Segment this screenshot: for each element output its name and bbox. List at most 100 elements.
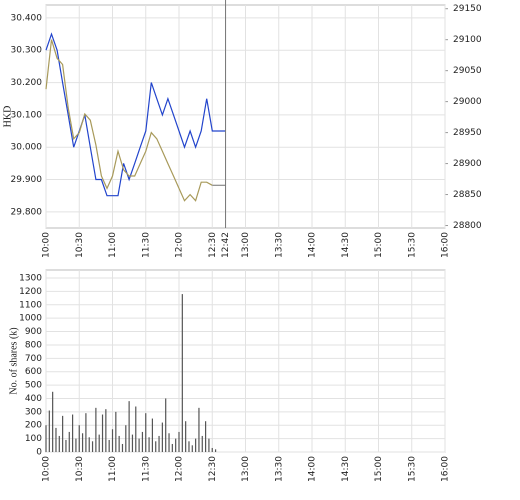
volume-bar bbox=[185, 421, 187, 452]
x-tick-label: 11:00 bbox=[108, 232, 118, 258]
volume-bar bbox=[101, 414, 104, 452]
y-tick-label: 1000 bbox=[19, 314, 42, 324]
y-tick-label: 1100 bbox=[19, 300, 42, 310]
y-tick-label: 29.800 bbox=[11, 207, 43, 217]
y-tick-label: 1200 bbox=[19, 287, 42, 297]
volume-bar bbox=[155, 441, 157, 452]
volume-bar bbox=[111, 429, 114, 452]
x-tick-label: 13:00 bbox=[241, 456, 251, 482]
y-tick-label: 300 bbox=[25, 407, 42, 417]
volume-bar bbox=[138, 438, 140, 452]
volume-bar bbox=[62, 415, 64, 452]
volume-bar bbox=[58, 435, 60, 452]
y-tick-label: 29.900 bbox=[11, 175, 43, 185]
volume-bar bbox=[211, 447, 213, 452]
volume-bar bbox=[125, 425, 127, 452]
x-tick-label: 14:30 bbox=[341, 232, 351, 258]
y-tick-label: 30.300 bbox=[11, 46, 43, 56]
volume-bar bbox=[201, 435, 203, 452]
x-tick-label: 15:00 bbox=[374, 456, 384, 482]
x-tick-label: 10:30 bbox=[75, 232, 85, 258]
volume-bar bbox=[95, 407, 97, 452]
volume-bar bbox=[55, 427, 57, 452]
volume-bar bbox=[141, 431, 144, 452]
price-line bbox=[45, 39, 213, 202]
y-tick-label: 30.100 bbox=[11, 110, 43, 120]
volume-bar bbox=[165, 398, 167, 452]
x-tick-label: 14:00 bbox=[308, 232, 318, 258]
y2-tick-label: 28950 bbox=[453, 128, 482, 138]
volume-bar bbox=[175, 438, 177, 452]
volume-bar bbox=[91, 441, 94, 452]
volume-bar bbox=[81, 433, 84, 452]
x-tick-label: 11:00 bbox=[108, 456, 118, 482]
x-tick-label: 10:30 bbox=[75, 456, 85, 482]
y-tick-label: 500 bbox=[25, 381, 42, 391]
y2-tick-label: 28850 bbox=[453, 190, 482, 200]
volume-bar bbox=[198, 407, 200, 452]
y-tick-label: 0 bbox=[36, 448, 42, 458]
y-tick-label: 900 bbox=[25, 327, 42, 337]
volume-bar bbox=[131, 434, 134, 452]
y2-tick-label: 29150 bbox=[453, 4, 482, 14]
volume-bar bbox=[158, 435, 160, 452]
y-axis-label: No. of shares (k) bbox=[8, 327, 19, 394]
volume-bar bbox=[48, 410, 50, 452]
volume-bar bbox=[145, 413, 147, 452]
x-tick-label: 12:00 bbox=[175, 232, 185, 258]
volume-bar bbox=[52, 391, 54, 452]
volume-bar bbox=[115, 411, 117, 452]
y2-tick-label: 29000 bbox=[453, 97, 482, 107]
y-tick-label: 30.400 bbox=[11, 13, 43, 23]
volume-bar bbox=[75, 438, 77, 452]
volume-bar bbox=[98, 434, 100, 452]
volume-bar bbox=[135, 406, 137, 452]
volume-bar bbox=[85, 413, 87, 452]
x-tick-label: 14:30 bbox=[341, 456, 351, 482]
volume-bar bbox=[151, 418, 153, 452]
volume-bar bbox=[168, 433, 170, 452]
volume-bar bbox=[68, 431, 70, 452]
x-tick-label: 12:30 bbox=[208, 456, 218, 482]
volume-bar bbox=[188, 441, 190, 452]
volume-bar bbox=[208, 438, 210, 452]
y-tick-label: 100 bbox=[25, 434, 42, 444]
volume-bar bbox=[178, 431, 180, 452]
volume-bar bbox=[118, 435, 120, 452]
volume-bar bbox=[205, 421, 207, 452]
volume-bar bbox=[72, 414, 74, 452]
y-tick-label: 700 bbox=[25, 354, 42, 364]
volume-bar bbox=[88, 437, 90, 452]
volume-bar bbox=[161, 422, 163, 452]
volume-bar bbox=[108, 439, 110, 452]
x-tick-label: 12:00 bbox=[175, 456, 185, 482]
y2-tick-label: 29050 bbox=[453, 66, 482, 76]
price-line bbox=[45, 32, 226, 197]
volume-bar bbox=[128, 401, 130, 452]
volume-bar bbox=[105, 409, 107, 452]
x-tick-label: 16:00 bbox=[441, 456, 451, 482]
x-tick-label: 12:42 bbox=[221, 232, 231, 258]
y-tick-label: 30.000 bbox=[11, 143, 43, 153]
x-tick-label: 15:30 bbox=[407, 456, 417, 482]
x-tick-label: 14:00 bbox=[308, 456, 318, 482]
x-tick-label: 16:00 bbox=[441, 232, 451, 258]
volume-bar bbox=[148, 437, 150, 452]
volume-bar bbox=[191, 445, 193, 452]
volume-bar bbox=[195, 438, 197, 452]
volume-bar bbox=[121, 443, 124, 452]
x-tick-label: 15:30 bbox=[407, 232, 417, 258]
y2-tick-label: 28900 bbox=[453, 159, 482, 169]
x-tick-label: 10:00 bbox=[42, 232, 52, 258]
y-tick-label: 1300 bbox=[19, 274, 42, 284]
x-tick-label: 11:30 bbox=[141, 456, 151, 482]
y-axis-label: HKD bbox=[2, 106, 13, 128]
volume-bar bbox=[214, 449, 217, 452]
x-tick-label: 15:00 bbox=[374, 232, 384, 258]
y-tick-label: 600 bbox=[25, 367, 42, 377]
x-tick-label: 13:30 bbox=[274, 232, 284, 258]
x-tick-label: 13:00 bbox=[241, 232, 251, 258]
y2-tick-label: 28800 bbox=[453, 221, 482, 231]
y-tick-label: 30.200 bbox=[11, 78, 43, 88]
